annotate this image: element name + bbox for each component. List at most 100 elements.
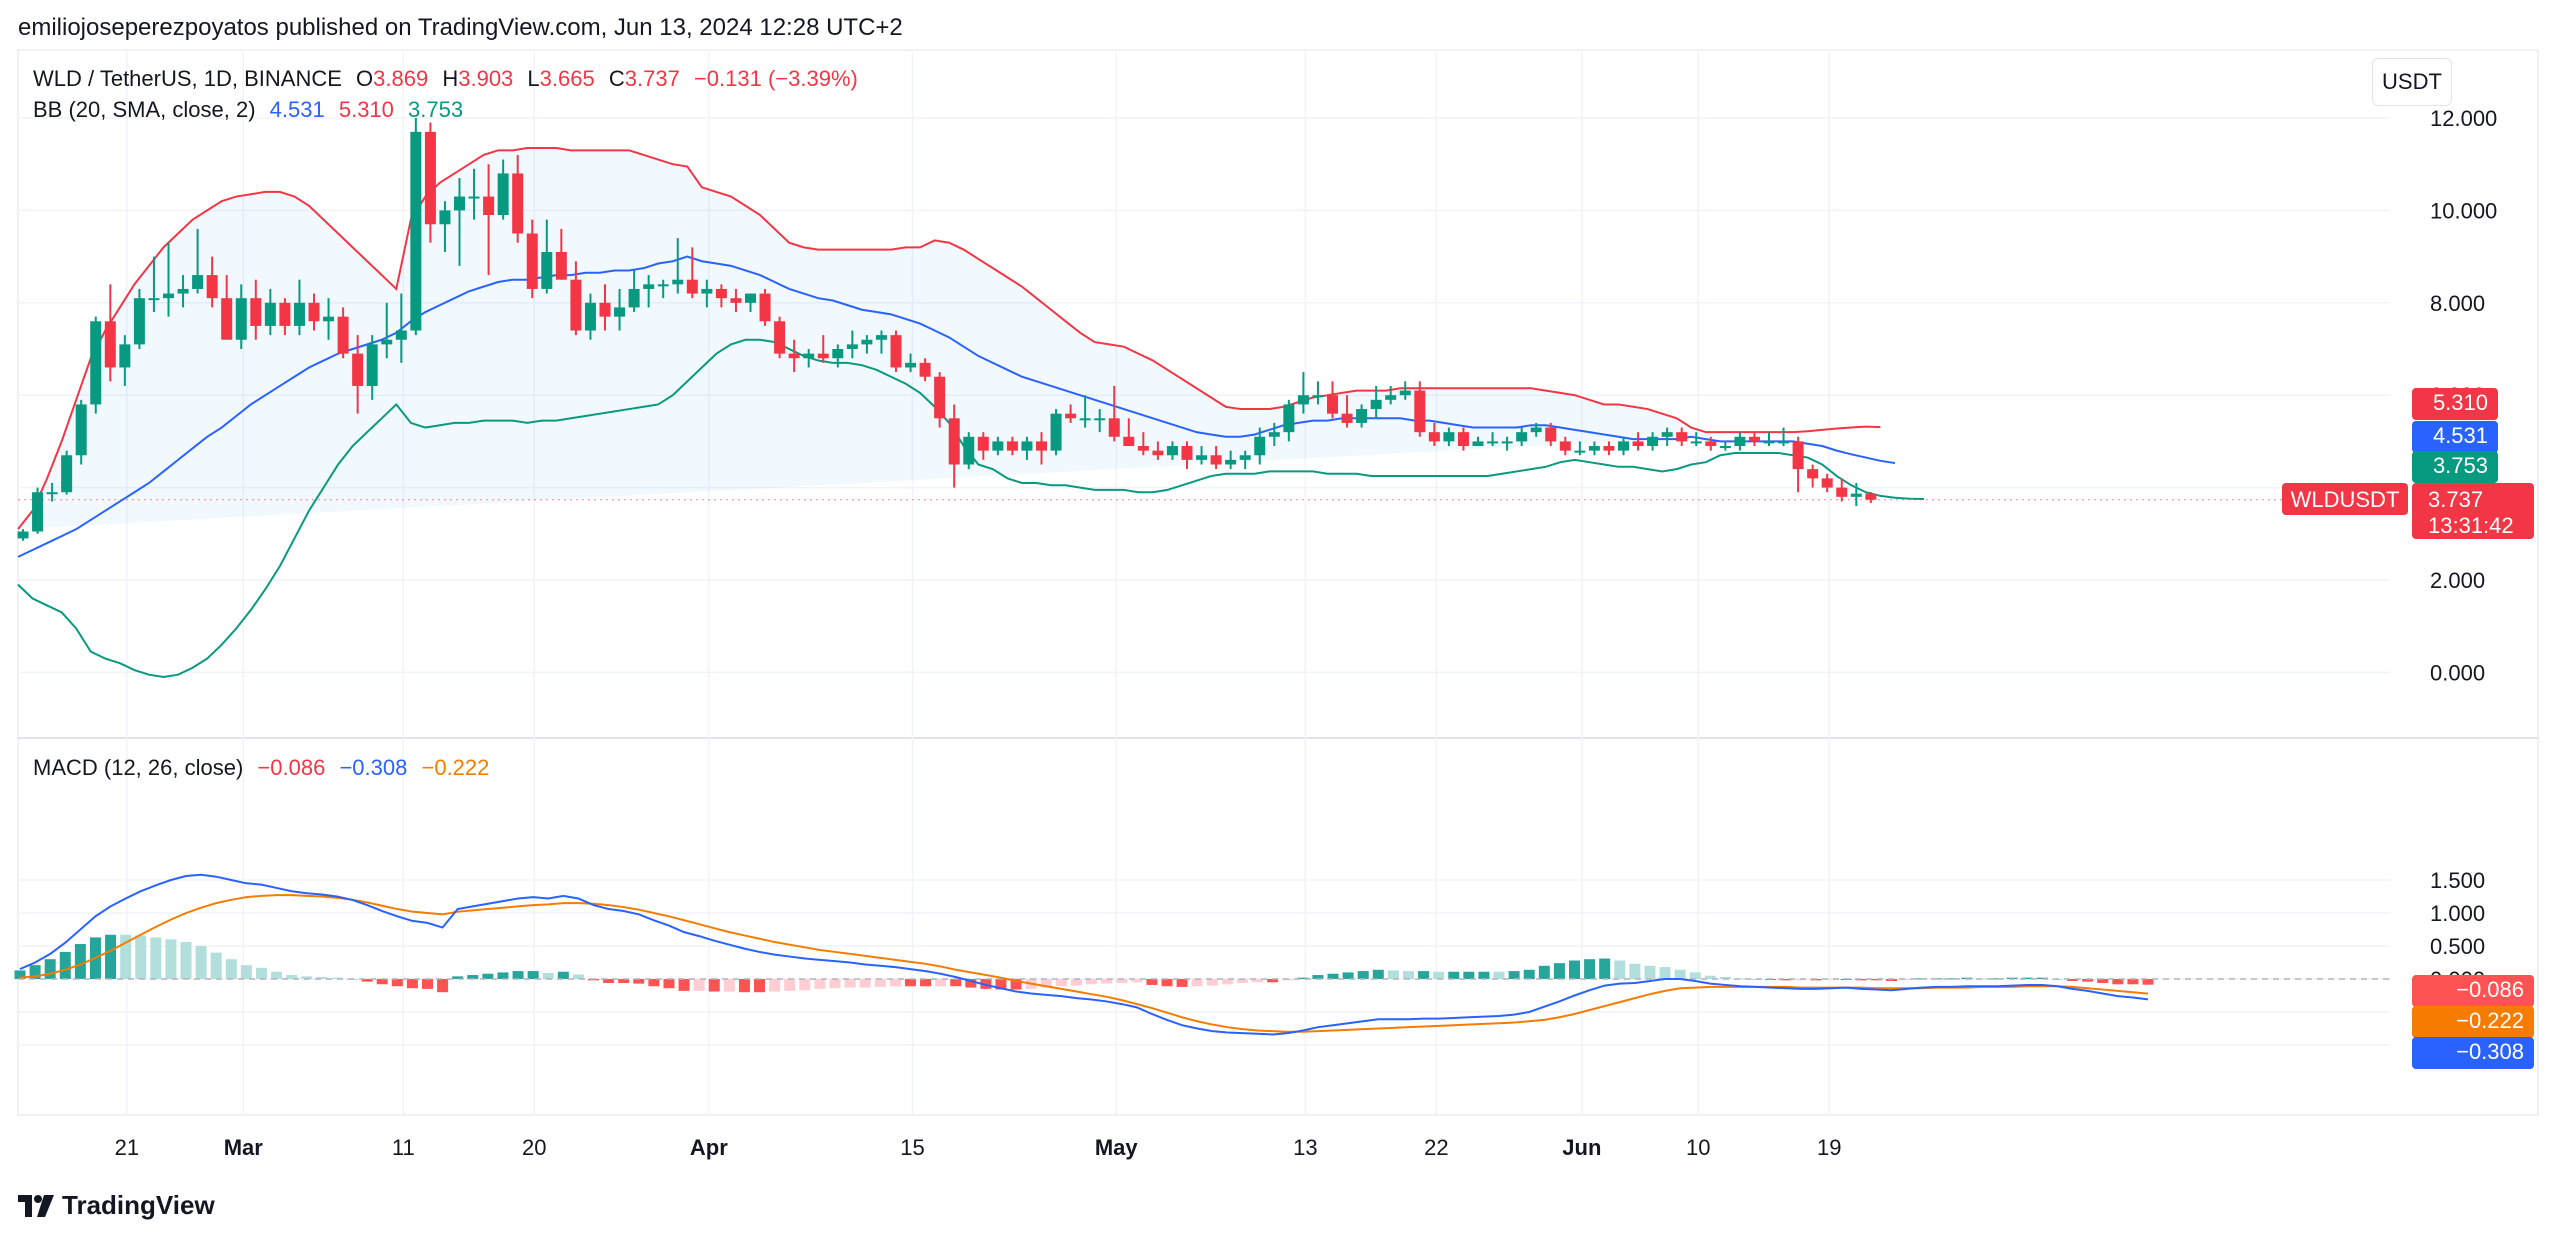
candle (745, 293, 756, 313)
candle (1836, 478, 1848, 502)
candle-body (1312, 395, 1324, 398)
x-tick-label: Apr (690, 1135, 728, 1160)
candle-body (905, 362, 917, 368)
macd-histogram-bar (1448, 971, 1460, 979)
candle-body (1865, 493, 1877, 500)
candle-body (177, 288, 189, 294)
candle-body (1356, 409, 1368, 423)
main-legend: WLD / TetherUS, 1D, BINANCE O3.869 H3.90… (33, 66, 866, 92)
candle (1065, 404, 1077, 423)
macd-histogram-bar (935, 979, 947, 987)
macd-histogram-bar (180, 942, 192, 979)
candle (1196, 446, 1208, 465)
macd-histogram-bar (889, 979, 901, 987)
bb-upper-line (17, 147, 1881, 530)
macd-signal-tag-bg (2412, 1006, 2534, 1038)
candle-body (1748, 436, 1760, 442)
candle (1632, 432, 1644, 451)
macd-histogram-bar (1614, 960, 1626, 979)
macd-histogram-bar (2097, 979, 2109, 983)
candle (963, 432, 975, 470)
candle-body (1414, 390, 1426, 433)
macd-histogram-bar (1131, 979, 1143, 983)
macd-histogram-bar (44, 959, 56, 979)
macd-legend: MACD (12, 26, close) −0.086 −0.308 −0.22… (33, 755, 497, 781)
macd-histogram-bar (225, 959, 237, 979)
macd-histogram-bar (769, 979, 781, 992)
candle (1574, 441, 1586, 456)
candle-body (1588, 446, 1600, 451)
macd-histogram-bar (693, 979, 705, 991)
candle-body (1632, 441, 1644, 447)
macd-histogram-bar (1387, 970, 1399, 979)
candle-body (1385, 395, 1397, 400)
candle-body (264, 302, 276, 326)
candle (643, 275, 655, 308)
macd-histogram-bar (482, 973, 494, 979)
macd-histogram-bar (527, 971, 539, 979)
macd-histogram-bar (316, 977, 328, 979)
macd-histogram-bar (1357, 971, 1369, 979)
macd-histogram-bar (210, 952, 222, 979)
price-tick-label: 10.000 (2430, 198, 2497, 223)
candle-body (541, 251, 553, 289)
candle-body (221, 298, 233, 340)
macd-histogram-bar (437, 979, 449, 993)
macd-label[interactable]: MACD (12, 26, close) (33, 755, 244, 780)
symbol-title[interactable]: WLD / TetherUS, 1D, BINANCE (33, 66, 342, 91)
macd-histogram-bar (542, 973, 554, 979)
candle (977, 432, 989, 460)
macd-line-tag-text: −0.308 (2456, 1039, 2524, 1064)
candle-body (1559, 441, 1571, 451)
candle-body (1734, 436, 1746, 447)
x-tick-label: 19 (1817, 1135, 1841, 1160)
macd-line-tag: −0.308 (2412, 1037, 2534, 1069)
candle-body (1327, 395, 1338, 414)
candle-body (526, 233, 538, 289)
macd-histogram-bar (648, 979, 660, 987)
macd-histogram-bar (452, 976, 464, 979)
macd-histogram-bar (995, 979, 1007, 990)
candle (1297, 372, 1309, 414)
candle (730, 288, 742, 313)
macd-histogram-bar (1674, 969, 1686, 979)
candle (1166, 441, 1178, 460)
macd-signal-tag: −0.222 (2412, 1006, 2534, 1038)
candle (1719, 441, 1731, 451)
candle (1559, 436, 1571, 456)
candle (1327, 381, 1338, 419)
macd-histogram-bar (1252, 979, 1264, 983)
grid-lines (18, 52, 2390, 1115)
countdown-text: 13:31:42 (2428, 513, 2514, 538)
macd-histogram-bar (120, 934, 132, 979)
macd-histogram-bar (1010, 979, 1022, 990)
candle-body (1574, 450, 1586, 453)
bb-label[interactable]: BB (20, SMA, close, 2) (33, 97, 256, 122)
candle-body (643, 284, 655, 289)
macd-histogram-bar (497, 972, 509, 979)
candle-body (759, 293, 771, 322)
macd-histogram-bar (904, 979, 916, 987)
macd-histogram-bar (678, 979, 690, 991)
macd-histogram-bar (1055, 979, 1067, 987)
candle (1254, 427, 1266, 465)
macd-histogram-bar (723, 979, 735, 992)
candle (948, 404, 960, 488)
candle-body (1850, 493, 1862, 497)
candle (90, 316, 102, 414)
candle-body (1836, 487, 1848, 497)
candle-body (323, 316, 335, 322)
candle-body (410, 131, 422, 331)
macd-histogram-bar (135, 935, 147, 979)
macd-hist-tag: −0.086 (2412, 975, 2534, 1007)
currency-button[interactable]: USDT (2372, 58, 2452, 106)
candle (483, 164, 495, 276)
change-value: −0.131 (−3.39%) (693, 66, 858, 91)
candle (1094, 409, 1106, 433)
candle-body (963, 436, 975, 465)
candle-body (788, 353, 800, 359)
candle (1443, 427, 1455, 447)
candle (323, 298, 335, 340)
tradingview-logo[interactable]: TradingView (18, 1190, 215, 1221)
